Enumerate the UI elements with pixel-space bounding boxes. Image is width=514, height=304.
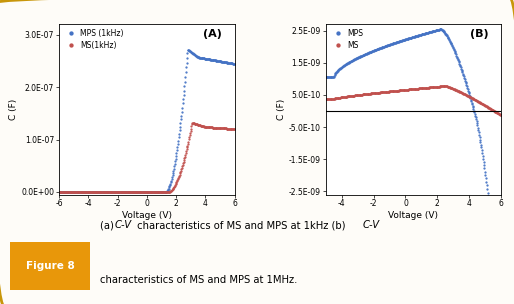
Y-axis label: C (F): C (F) [9, 99, 19, 120]
Text: (A): (A) [204, 29, 222, 40]
MPS [450, 45, 456, 49]
MS [442, 84, 448, 88]
MPS [451, 47, 457, 51]
MS(1kHz) [125, 190, 132, 194]
MPS (1kHz) [167, 185, 173, 188]
Line: MS: MS [325, 85, 502, 116]
MS(1kHz) [182, 151, 189, 155]
Line: MPS (1kHz): MPS (1kHz) [58, 49, 235, 193]
MPS [433, 29, 439, 32]
MPS (1kHz) [182, 71, 189, 74]
FancyBboxPatch shape [6, 239, 94, 293]
MPS (1kHz) [113, 190, 119, 194]
X-axis label: Voltage (V): Voltage (V) [389, 211, 438, 220]
MS(1kHz) [77, 190, 83, 194]
Text: characteristics of MS and MPS at 1MHz.: characteristics of MS and MPS at 1MHz. [100, 275, 298, 285]
MS(1kHz) [113, 190, 119, 194]
X-axis label: Voltage (V): Voltage (V) [122, 211, 172, 220]
Y-axis label: C (F): C (F) [277, 99, 286, 120]
MPS (1kHz) [125, 190, 132, 194]
MS [323, 97, 329, 101]
MPS [344, 62, 350, 65]
MS [451, 87, 457, 91]
Line: MS(1kHz): MS(1kHz) [58, 122, 235, 193]
MPS [437, 27, 444, 31]
MS [433, 85, 439, 89]
MS [392, 89, 398, 93]
MPS (1kHz) [231, 62, 237, 66]
MPS [323, 75, 329, 79]
Legend: MPS, MS: MPS, MS [329, 28, 364, 51]
MS [450, 87, 456, 90]
Text: characteristics of MS and MPS at 1kHz (b): characteristics of MS and MPS at 1kHz (b… [134, 220, 349, 230]
MPS [392, 41, 398, 45]
MS(1kHz) [56, 190, 62, 194]
Legend: MPS (1kHz), MS(1kHz): MPS (1kHz), MS(1kHz) [63, 28, 125, 51]
MPS (1kHz) [185, 48, 191, 51]
Line: MPS: MPS [325, 28, 502, 304]
Text: Figure 8: Figure 8 [26, 261, 75, 271]
Text: (B): (B) [470, 29, 489, 40]
MS [380, 90, 386, 94]
Text: C-V: C-V [363, 220, 380, 230]
MPS (1kHz) [77, 190, 83, 194]
Text: (a): (a) [100, 220, 117, 230]
MS [498, 113, 504, 117]
MS(1kHz) [189, 121, 195, 125]
MPS [380, 45, 386, 49]
Text: C-V: C-V [115, 220, 132, 230]
MS(1kHz) [183, 147, 190, 151]
MPS (1kHz) [183, 61, 190, 64]
MPS (1kHz) [56, 190, 62, 194]
MS(1kHz) [231, 127, 237, 131]
MS [344, 95, 350, 98]
MS(1kHz) [167, 190, 173, 194]
